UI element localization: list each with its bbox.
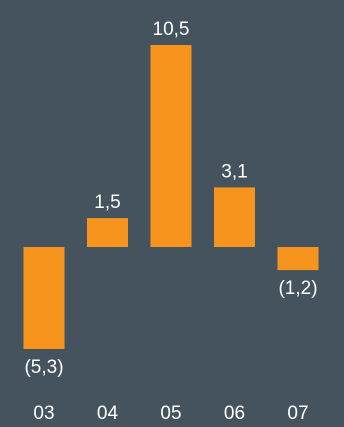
data-label-04: 1,5 xyxy=(94,192,120,213)
data-labels-layer: (5,3) 1,5 10,5 3,1 (1,2) xyxy=(24,19,317,378)
bar-03 xyxy=(23,247,65,349)
data-label-07: (1,2) xyxy=(278,278,317,299)
x-tick-05: 05 xyxy=(160,403,181,424)
x-tick-04: 04 xyxy=(97,403,119,424)
x-tick-07: 07 xyxy=(287,403,308,424)
bar-07 xyxy=(277,247,319,271)
x-tick-03: 03 xyxy=(33,403,54,424)
bars-layer xyxy=(23,45,319,349)
bar-06 xyxy=(214,187,255,247)
x-axis-tick-labels: 03 04 05 06 07 xyxy=(33,403,308,424)
data-label-05: 10,5 xyxy=(153,19,190,40)
data-label-06: 3,1 xyxy=(221,161,247,182)
x-tick-06: 06 xyxy=(224,403,245,424)
bar-04 xyxy=(87,218,128,247)
bar-05 xyxy=(150,45,192,247)
data-label-03: (5,3) xyxy=(24,357,63,378)
